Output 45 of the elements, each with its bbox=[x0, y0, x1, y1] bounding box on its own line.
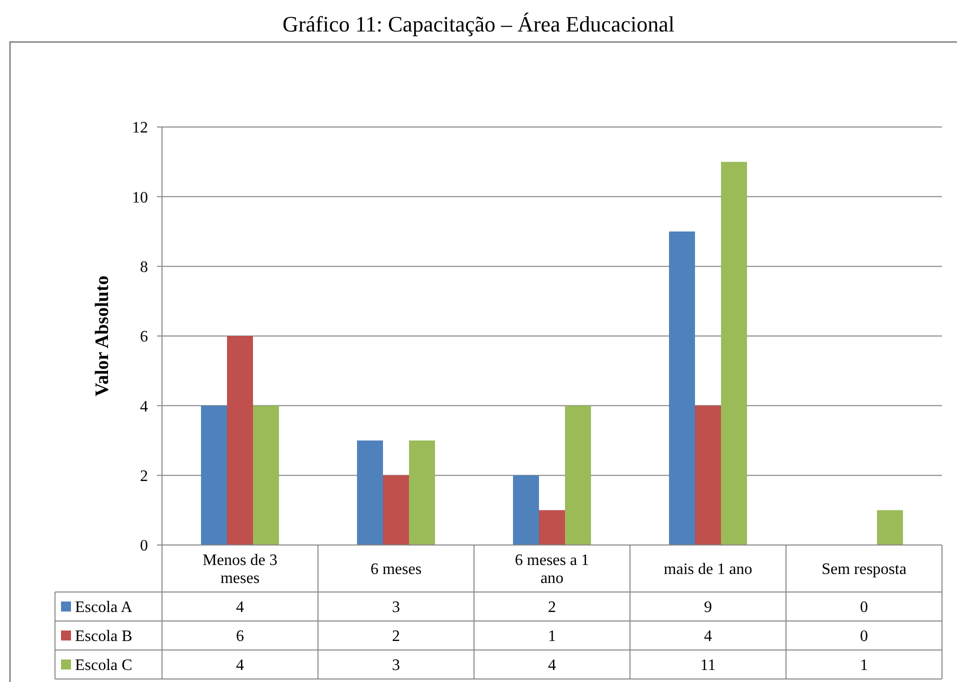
x-tick-label: Sem resposta bbox=[822, 561, 906, 578]
bar bbox=[227, 336, 253, 545]
y-tick-label: 0 bbox=[140, 538, 148, 555]
x-tick-label: Menos de 3 meses bbox=[202, 552, 278, 588]
data-label: 11 bbox=[700, 657, 716, 674]
legend-label: Escola B bbox=[75, 628, 132, 646]
bar bbox=[669, 232, 695, 545]
data-label: 0 bbox=[860, 599, 868, 616]
x-tick-label: mais de 1 ano bbox=[664, 561, 752, 578]
data-label: 4 bbox=[704, 628, 712, 646]
data-label: 4 bbox=[236, 657, 244, 674]
bar bbox=[695, 406, 721, 545]
data-label: 3 bbox=[392, 657, 400, 674]
data-label: 9 bbox=[704, 599, 712, 616]
bar bbox=[357, 440, 383, 545]
bar bbox=[721, 162, 747, 545]
y-axis-title: Valor Absoluto bbox=[92, 276, 113, 396]
y-tick-label: 6 bbox=[140, 328, 148, 346]
bar bbox=[201, 406, 227, 545]
bar bbox=[539, 510, 565, 545]
data-label: 4 bbox=[236, 599, 244, 616]
data-label: 2 bbox=[548, 599, 556, 616]
bar bbox=[565, 406, 591, 545]
data-label: 1 bbox=[860, 657, 868, 674]
bar bbox=[383, 475, 409, 545]
legend-label: Escola A bbox=[75, 599, 133, 616]
data-label: 2 bbox=[392, 628, 400, 646]
x-tick-label: 6 meses bbox=[370, 561, 422, 578]
y-tick-label: 12 bbox=[132, 120, 148, 137]
y-tick-label: 4 bbox=[140, 398, 148, 416]
data-label: 6 bbox=[236, 628, 244, 646]
x-tick-label: 6 meses a 1 ano bbox=[514, 552, 590, 588]
chart-title: Gráfico 11: Capacitação – Área Educacional bbox=[282, 12, 674, 37]
data-label: 4 bbox=[548, 657, 556, 674]
data-label: 0 bbox=[860, 628, 868, 646]
bar bbox=[253, 406, 279, 545]
y-tick-label: 10 bbox=[132, 189, 148, 206]
y-tick-label: 8 bbox=[140, 258, 148, 276]
bar bbox=[513, 475, 539, 545]
data-label: 1 bbox=[548, 628, 556, 646]
legend-label: Escola C bbox=[75, 657, 132, 674]
y-tick-label: 2 bbox=[140, 468, 148, 485]
bar bbox=[409, 440, 435, 545]
bar bbox=[877, 510, 903, 545]
data-label: 3 bbox=[392, 599, 400, 616]
